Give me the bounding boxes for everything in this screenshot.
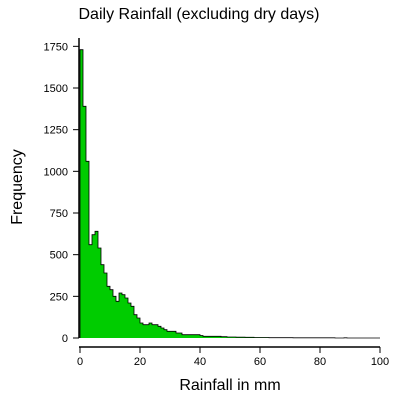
- histogram-bar: [209, 336, 212, 338]
- y-tick-label: 750: [50, 208, 68, 220]
- histogram-bar: [221, 336, 224, 338]
- histogram-bar: [194, 334, 197, 338]
- y-tick-label: 1750: [44, 41, 68, 53]
- histogram-bar: [206, 336, 209, 338]
- histogram-bar: [158, 326, 161, 338]
- histogram-bar: [185, 334, 188, 338]
- histogram-bar: [173, 331, 176, 338]
- histogram-bar: [98, 248, 101, 338]
- histogram-bar: [212, 336, 215, 338]
- histogram-bar: [161, 328, 164, 338]
- histogram-bar: [227, 337, 230, 338]
- histogram-bar: [203, 336, 206, 338]
- histogram-bar: [176, 333, 179, 338]
- x-tick-label: 20: [134, 356, 146, 368]
- histogram-outline: [79, 49, 380, 339]
- y-tick-label: 0: [62, 333, 68, 345]
- histogram-bar: [170, 331, 173, 338]
- histogram-bar: [215, 336, 218, 338]
- histogram-bar: [125, 298, 128, 338]
- histogram-bar: [86, 161, 89, 338]
- histogram-bar: [83, 106, 86, 338]
- histogram-bar: [92, 234, 95, 338]
- x-tick-label: 100: [371, 356, 389, 368]
- y-tick-label: 250: [50, 291, 68, 303]
- x-tick-label: 40: [194, 356, 206, 368]
- histogram-bar: [137, 318, 140, 338]
- histogram-bar: [95, 231, 98, 338]
- histogram-bar: [233, 337, 236, 338]
- histogram-bar: [119, 293, 122, 338]
- histogram-bar: [134, 314, 137, 338]
- histogram-bar: [104, 273, 107, 338]
- histogram-bar: [188, 334, 191, 338]
- x-tick-label: 60: [254, 356, 266, 368]
- histogram-bar: [224, 336, 227, 338]
- y-axis-ticks: 0 250 500 750 1000 1250 1500 1750: [44, 41, 79, 345]
- histogram-bar: [110, 289, 113, 338]
- y-axis-label: Frequency: [9, 149, 26, 225]
- histogram-bar: [122, 294, 125, 338]
- y-tick-label: 1000: [44, 166, 68, 178]
- histogram-bar: [80, 49, 83, 339]
- histogram-bar: [101, 264, 104, 338]
- histogram-bar: [89, 244, 92, 338]
- histogram-bar: [143, 324, 146, 338]
- histogram-bar: [218, 336, 221, 338]
- y-tick-label: 500: [50, 250, 68, 262]
- histogram-bar: [167, 331, 170, 338]
- histogram-bar: [200, 335, 203, 338]
- histogram-bar: [113, 296, 116, 338]
- x-axis-ticks: 0 20 40 60 80 100: [77, 347, 389, 368]
- histogram-bar: [239, 337, 242, 338]
- histogram-bar: [242, 337, 245, 338]
- histogram-bar: [146, 324, 149, 338]
- chart-title: Daily Rainfall (excluding dry days): [79, 6, 320, 23]
- histogram-bar: [107, 286, 110, 338]
- histogram-bar: [128, 303, 131, 338]
- histogram-bar: [152, 324, 155, 338]
- histogram-bar: [155, 324, 158, 338]
- histogram-bar: [116, 301, 119, 338]
- histogram-bar: [236, 337, 239, 338]
- histogram-bar: [191, 334, 194, 338]
- histogram-bar: [197, 334, 200, 338]
- histogram-bar: [149, 323, 152, 338]
- histogram-bars: [79, 49, 380, 339]
- y-tick-label: 1500: [44, 83, 68, 95]
- histogram-bar: [179, 333, 182, 338]
- histogram-bar: [182, 334, 185, 338]
- y-tick-label: 1250: [44, 125, 68, 137]
- x-tick-label: 80: [314, 356, 326, 368]
- histogram-bar: [131, 306, 134, 338]
- x-tick-label: 0: [77, 356, 83, 368]
- histogram-bar: [140, 323, 143, 338]
- x-axis-label: Rainfall in mm: [179, 377, 280, 394]
- histogram-bar: [164, 329, 167, 338]
- histogram-bar: [230, 337, 233, 338]
